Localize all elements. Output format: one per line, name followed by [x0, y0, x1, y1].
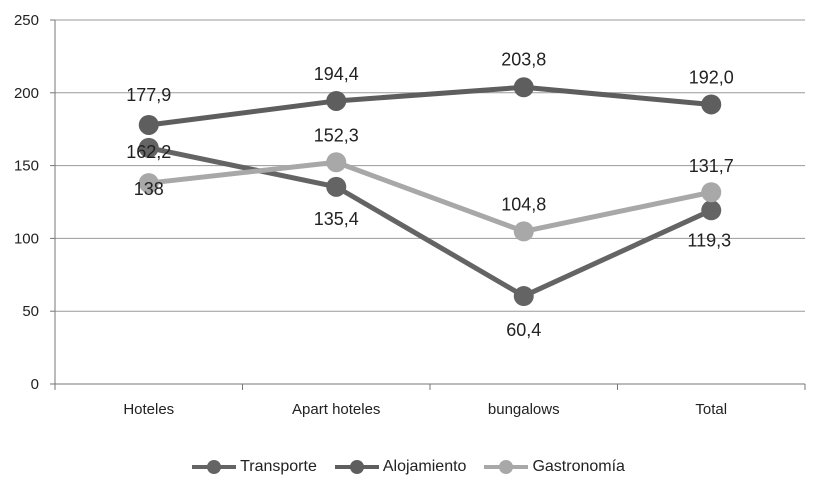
data-label-transporte: 60,4 — [506, 320, 541, 340]
data-point-transporte — [138, 137, 159, 158]
legend-swatch — [484, 460, 529, 474]
legend-swatch — [192, 460, 237, 474]
legend-label: Alojamiento — [382, 458, 467, 475]
data-point-alojamiento — [326, 90, 347, 111]
data-label-alojamiento: 194,4 — [314, 64, 359, 84]
data-point-alojamiento — [513, 77, 534, 98]
data-label-transporte: 119,3 — [687, 230, 731, 250]
series-group — [138, 77, 722, 307]
legend-label: Gastronomía — [532, 458, 625, 475]
legend-item-gastronomía: Gastronomía — [484, 458, 625, 476]
data-labels: 162,2 135,4 60,4 119,3 177,9 194,4 203,8 192,0 1… — [126, 49, 734, 340]
data-label-alojamiento: 177,9 — [126, 85, 171, 105]
data-label-gastronomía: 131,7 — [689, 156, 734, 176]
data-point-gastronomía — [513, 221, 534, 242]
data-point-transporte — [326, 176, 347, 197]
data-point-gastronomía — [138, 173, 159, 194]
legend-item-alojamiento: Alojamiento — [334, 458, 467, 476]
y-tick-label: 200 — [14, 85, 39, 102]
data-point-alojamiento — [701, 94, 722, 115]
y-tick-label: 50 — [22, 303, 39, 320]
x-tick-label: Apart hoteles — [292, 401, 380, 418]
data-label-gastronomía: 138 — [134, 179, 164, 199]
data-label-gastronomía: 104,8 — [501, 194, 546, 214]
data-point-transporte — [513, 286, 534, 307]
legend: Transporte Alojamiento Gastronomía — [0, 455, 817, 479]
data-point-gastronomía — [701, 182, 722, 203]
data-label-alojamiento: 203,8 — [501, 49, 546, 69]
line-chart: 0 50 100 150 200 250 Hoteles Apart hoteles bung… — [14, 12, 806, 418]
data-label-transporte: 135,4 — [314, 209, 359, 229]
data-point-alojamiento — [138, 114, 159, 135]
legend-swatch — [334, 460, 379, 474]
series-line-transporte — [148, 145, 713, 299]
data-label-gastronomía: 152,3 — [314, 125, 359, 145]
y-tick-label: 250 — [14, 12, 39, 29]
data-label-alojamiento: 192,0 — [689, 67, 734, 87]
data-point-transporte — [701, 200, 722, 221]
y-tick-label: 150 — [14, 158, 39, 175]
y-axis-ticks: 0 50 100 150 200 250 — [14, 12, 55, 393]
x-tick-label: Hoteles — [123, 401, 174, 418]
y-tick-label: 0 — [31, 376, 39, 393]
legend-label: Transporte — [240, 458, 317, 475]
x-tick-label: Total — [695, 401, 727, 418]
x-tick-label: bungalows — [488, 401, 560, 418]
data-label-transporte: 162,2 — [126, 142, 171, 162]
legend-item-transporte: Transporte — [192, 458, 317, 476]
gridlines — [55, 19, 805, 312]
data-point-gastronomía — [326, 152, 347, 173]
x-axis-ticks: Hoteles Apart hoteles bungalows Total — [54, 384, 806, 418]
series-line-alojamiento — [148, 84, 712, 128]
y-tick-label: 100 — [14, 230, 39, 247]
series-line-gastronomía — [148, 159, 712, 234]
